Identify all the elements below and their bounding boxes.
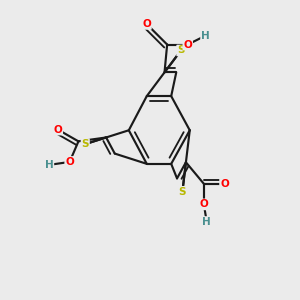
Text: O: O (65, 157, 74, 167)
Text: H: H (45, 160, 53, 170)
Text: O: O (220, 179, 229, 189)
Text: O: O (183, 40, 192, 50)
Text: S: S (177, 46, 185, 56)
Text: H: H (202, 217, 211, 227)
Text: S: S (178, 187, 186, 197)
Text: O: O (142, 19, 151, 29)
Text: O: O (200, 200, 208, 209)
Text: O: O (53, 124, 62, 135)
Text: H: H (201, 31, 210, 41)
Text: S: S (82, 139, 89, 149)
